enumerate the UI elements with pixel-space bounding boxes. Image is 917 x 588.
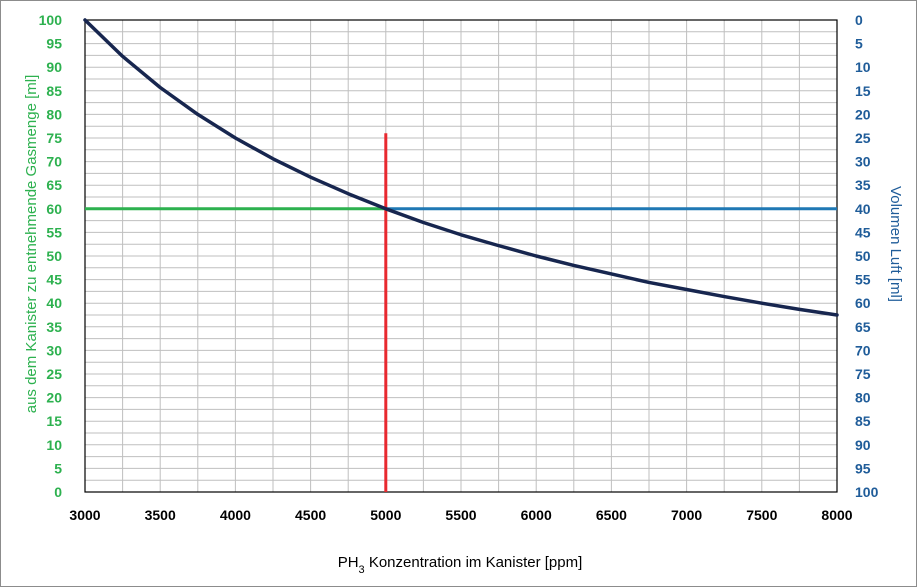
y-right-tick-label: 25 <box>855 130 871 146</box>
y-left-tick-label: 100 <box>39 12 63 28</box>
x-tick-label: 8000 <box>821 507 852 523</box>
x-axis-label-rest: Konzentration im Kanister [ppm] <box>365 554 583 571</box>
y-left-tick-label: 0 <box>54 484 62 500</box>
y-left-tick-label: 60 <box>46 201 62 217</box>
y-right-tick-label: 90 <box>855 437 871 453</box>
y-axis-right-label: Volumen Luft [ml] <box>887 186 904 302</box>
x-axis-label-main: PH <box>338 554 359 571</box>
y-right-tick-label: 85 <box>855 413 871 429</box>
x-tick-label: 7500 <box>746 507 777 523</box>
series-layer <box>83 18 839 317</box>
y-right-tick-label: 20 <box>855 106 871 122</box>
y-left-tick-label: 50 <box>46 248 62 264</box>
grid-layer <box>84 19 838 493</box>
y-right-tick-label: 95 <box>855 460 871 476</box>
x-tick-label: 7000 <box>671 507 702 523</box>
y-left-tick-label: 20 <box>46 390 62 406</box>
y-right-tick-label: 70 <box>855 342 871 358</box>
y-right-tick-label: 55 <box>855 272 871 288</box>
y-left-tick-label: 45 <box>46 272 62 288</box>
y-right-tick-label: 0 <box>855 12 863 28</box>
series-line-0 <box>83 18 839 317</box>
y-left-tick-label: 25 <box>46 366 62 382</box>
x-tick-label: 5500 <box>445 507 476 523</box>
y-left-tick-label: 5 <box>54 460 62 476</box>
y-left-tick-label: 80 <box>46 106 62 122</box>
left-tick-labels: 0 5 10 15 20 25 30 35 40 45 50 55 60 65 70 75 80 85 90 95 10… <box>39 12 63 500</box>
y-left-tick-label: 30 <box>46 342 62 358</box>
y-left-tick-label: 85 <box>46 83 62 99</box>
x-tick-label: 5000 <box>370 507 401 523</box>
y-right-tick-label: 75 <box>855 366 871 382</box>
y-right-tick-label: 5 <box>855 36 863 52</box>
x-axis-label: PH3 Konzentration im Kanister [ppm] <box>338 554 583 576</box>
y-right-tick-label: 60 <box>855 295 871 311</box>
y-left-tick-label: 10 <box>46 437 62 453</box>
y-right-tick-label: 10 <box>855 59 871 75</box>
y-left-tick-label: 15 <box>46 413 62 429</box>
x-tick-label: 4000 <box>220 507 251 523</box>
plot-area-border <box>84 19 838 493</box>
y-left-tick-label: 95 <box>46 36 62 52</box>
x-tick-label: 4500 <box>295 507 326 523</box>
x-axis-label-sub: 3 <box>359 564 365 576</box>
y-right-tick-label: 40 <box>855 201 871 217</box>
y-left-tick-label: 65 <box>46 177 62 193</box>
y-right-tick-label: 65 <box>855 319 871 335</box>
x-tick-label: 6500 <box>596 507 627 523</box>
y-right-tick-label: 45 <box>855 224 871 240</box>
right-tick-labels: 0 5 10 15 20 25 30 35 40 45 50 55 60 65 70 75 80 85 90 95 10… <box>855 12 879 500</box>
y-right-tick-label: 35 <box>855 177 871 193</box>
y-axis-left-label: aus dem Kanister zu entnehmende Gasmenge… <box>23 75 40 414</box>
y-right-tick-label: 80 <box>855 390 871 406</box>
x-tick-label: 6000 <box>521 507 552 523</box>
y-right-tick-label: 15 <box>855 83 871 99</box>
y-left-tick-label: 55 <box>46 224 62 240</box>
x-tick-label: 3500 <box>145 507 176 523</box>
x-tick-labels: 3000 3500 4000 4500 5000 5500 6000 6500 7000 7500… <box>69 507 852 523</box>
x-tick-label: 3000 <box>69 507 100 523</box>
y-left-tick-label: 70 <box>46 154 62 170</box>
y-left-tick-label: 35 <box>46 319 62 335</box>
y-right-tick-label: 100 <box>855 484 879 500</box>
y-left-tick-label: 75 <box>46 130 62 146</box>
y-right-tick-label: 30 <box>855 154 871 170</box>
y-right-tick-label: 50 <box>855 248 871 264</box>
y-left-tick-label: 90 <box>46 59 62 75</box>
reference-lines <box>85 133 837 492</box>
y-left-tick-label: 40 <box>46 295 62 311</box>
